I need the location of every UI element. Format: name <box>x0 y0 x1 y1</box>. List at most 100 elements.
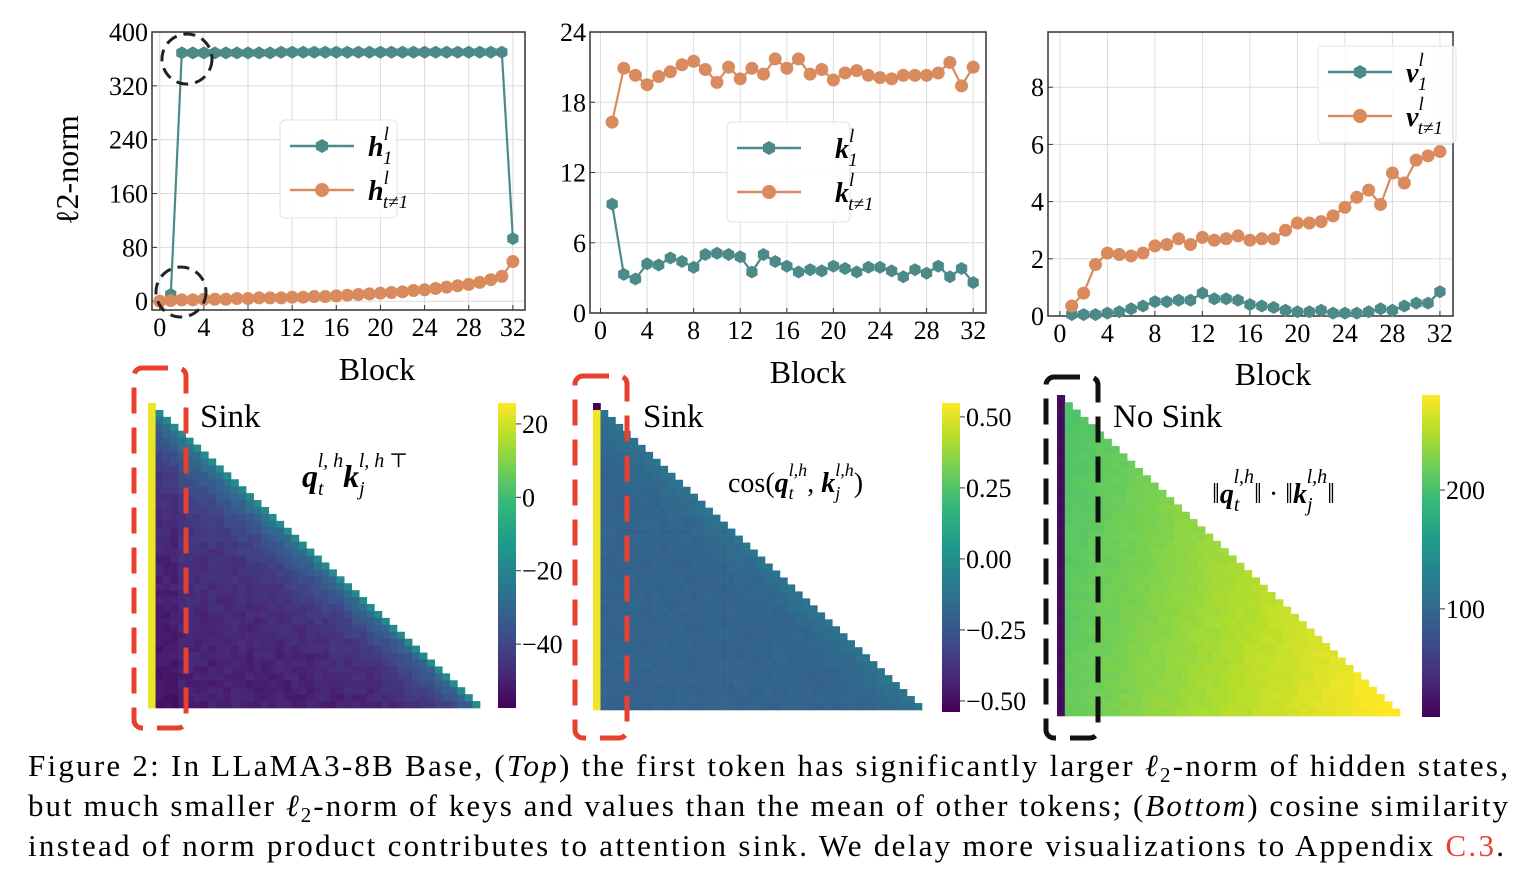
heatmap-cell <box>178 430 187 438</box>
heatmap-cell <box>622 528 631 536</box>
heatmap-cell <box>757 696 766 704</box>
heatmap-cell <box>1220 708 1229 717</box>
heatmap-cell <box>374 659 383 667</box>
heatmap-cell <box>750 654 758 662</box>
heatmap-cell <box>231 680 239 688</box>
heatmap-cell <box>291 617 300 626</box>
heatmap-cell <box>1142 577 1151 585</box>
heatmap-cell <box>1197 526 1206 534</box>
heatmap-cell <box>1181 591 1190 600</box>
heatmap-cell <box>351 610 360 619</box>
heatmap-cell <box>276 604 285 612</box>
heatmap-cell <box>1314 701 1323 710</box>
heatmap-cell <box>630 444 639 453</box>
data-point <box>362 287 376 301</box>
heatmap-cell <box>1220 664 1229 673</box>
heatmap-cell <box>600 703 609 711</box>
heatmap-cell <box>615 668 624 676</box>
heatmap-3-label: No Sink <box>1113 399 1223 435</box>
heatmap-cell <box>1142 533 1151 542</box>
heatmap-cell <box>1103 686 1112 695</box>
heatmap-cell <box>1111 708 1120 717</box>
heatmap-cell <box>802 654 811 662</box>
heatmap-cell <box>1057 395 1066 403</box>
heatmap-cell <box>261 610 270 619</box>
heatmap-cell <box>705 577 713 585</box>
heatmap-cell <box>1142 664 1151 673</box>
heatmap-cell <box>645 549 654 557</box>
heatmap-cell <box>1283 686 1292 695</box>
heatmap-cell <box>449 680 458 688</box>
heatmap-cell <box>351 701 360 709</box>
data-point <box>1077 286 1091 300</box>
heatmap-cell <box>246 673 254 681</box>
heatmap-cell <box>404 638 413 646</box>
heatmap-cell <box>238 624 247 633</box>
heatmap-cell <box>615 472 624 481</box>
heatmap-cell <box>742 633 751 641</box>
heatmap-cell <box>472 701 481 709</box>
heatmap-cell <box>1127 570 1136 578</box>
heatmap-cell <box>298 659 307 667</box>
heatmap-cell <box>148 638 156 646</box>
heatmap-cell <box>359 645 368 653</box>
heatmap-cell <box>1127 599 1136 607</box>
heatmap-cell <box>697 591 706 599</box>
heatmap-cell <box>817 675 826 683</box>
heatmap-cell <box>1267 694 1276 702</box>
heatmap-cell <box>615 493 624 501</box>
heatmap-cell <box>742 570 751 578</box>
heatmap-cell <box>809 605 818 613</box>
highlight-box-red <box>131 365 189 731</box>
x-axis-label: Block <box>1235 356 1311 392</box>
heatmap-cell <box>404 673 413 681</box>
heatmap-cell <box>1103 584 1112 593</box>
heatmap-cell <box>276 645 285 653</box>
legend-entry: kl t≠1 <box>835 170 874 215</box>
heatmap-cell <box>1088 555 1097 564</box>
heatmap-cell <box>1095 562 1105 571</box>
data-point <box>341 45 353 59</box>
heatmap-cell <box>1142 621 1151 629</box>
heatmap-cell <box>682 563 691 571</box>
heatmap-cell <box>1158 519 1167 527</box>
heatmap-cell <box>1134 708 1144 717</box>
heatmap-cell <box>675 605 684 613</box>
heatmap-cell <box>772 647 781 655</box>
heatmap-cell <box>1158 635 1167 644</box>
heatmap-cell <box>1228 643 1237 651</box>
heatmap-cell <box>660 535 669 543</box>
heatmap-cell <box>607 584 616 592</box>
heatmap-cell <box>366 687 375 695</box>
heatmap-cell <box>1283 613 1292 622</box>
heatmap-cell <box>907 703 915 711</box>
heatmap-cell <box>185 555 194 563</box>
heatmap-cell <box>1119 533 1128 542</box>
heatmap-cell <box>1228 628 1237 637</box>
heatmap-cell <box>215 673 224 681</box>
data-point <box>1255 232 1269 246</box>
heatmap-cell <box>253 548 262 556</box>
heatmap-cell <box>155 659 164 667</box>
heatmap-cell <box>253 652 262 660</box>
heatmap-cell <box>1103 679 1112 688</box>
heatmap-cell <box>1111 482 1120 491</box>
heatmap-cell <box>208 562 217 570</box>
appendix-link[interactable]: C.3 <box>1445 828 1494 863</box>
heatmap-cell <box>772 591 781 599</box>
heatmap-cell <box>329 631 337 639</box>
heatmap-cell <box>1134 635 1144 644</box>
heatmap-cell <box>727 598 736 606</box>
heatmap-cell <box>1072 453 1081 461</box>
heatmap-cell <box>185 437 194 445</box>
heatmap-cell <box>1244 643 1253 651</box>
heatmap-cell <box>772 668 781 676</box>
heatmap-cell <box>772 577 781 585</box>
heatmap-cell <box>839 696 848 704</box>
data-point <box>1303 305 1315 319</box>
heatmap-cell <box>148 520 156 529</box>
heatmap-cell <box>193 638 202 646</box>
heatmap-cell <box>412 666 420 674</box>
heatmap-cell <box>329 624 337 633</box>
heatmap-cell <box>1212 672 1222 680</box>
